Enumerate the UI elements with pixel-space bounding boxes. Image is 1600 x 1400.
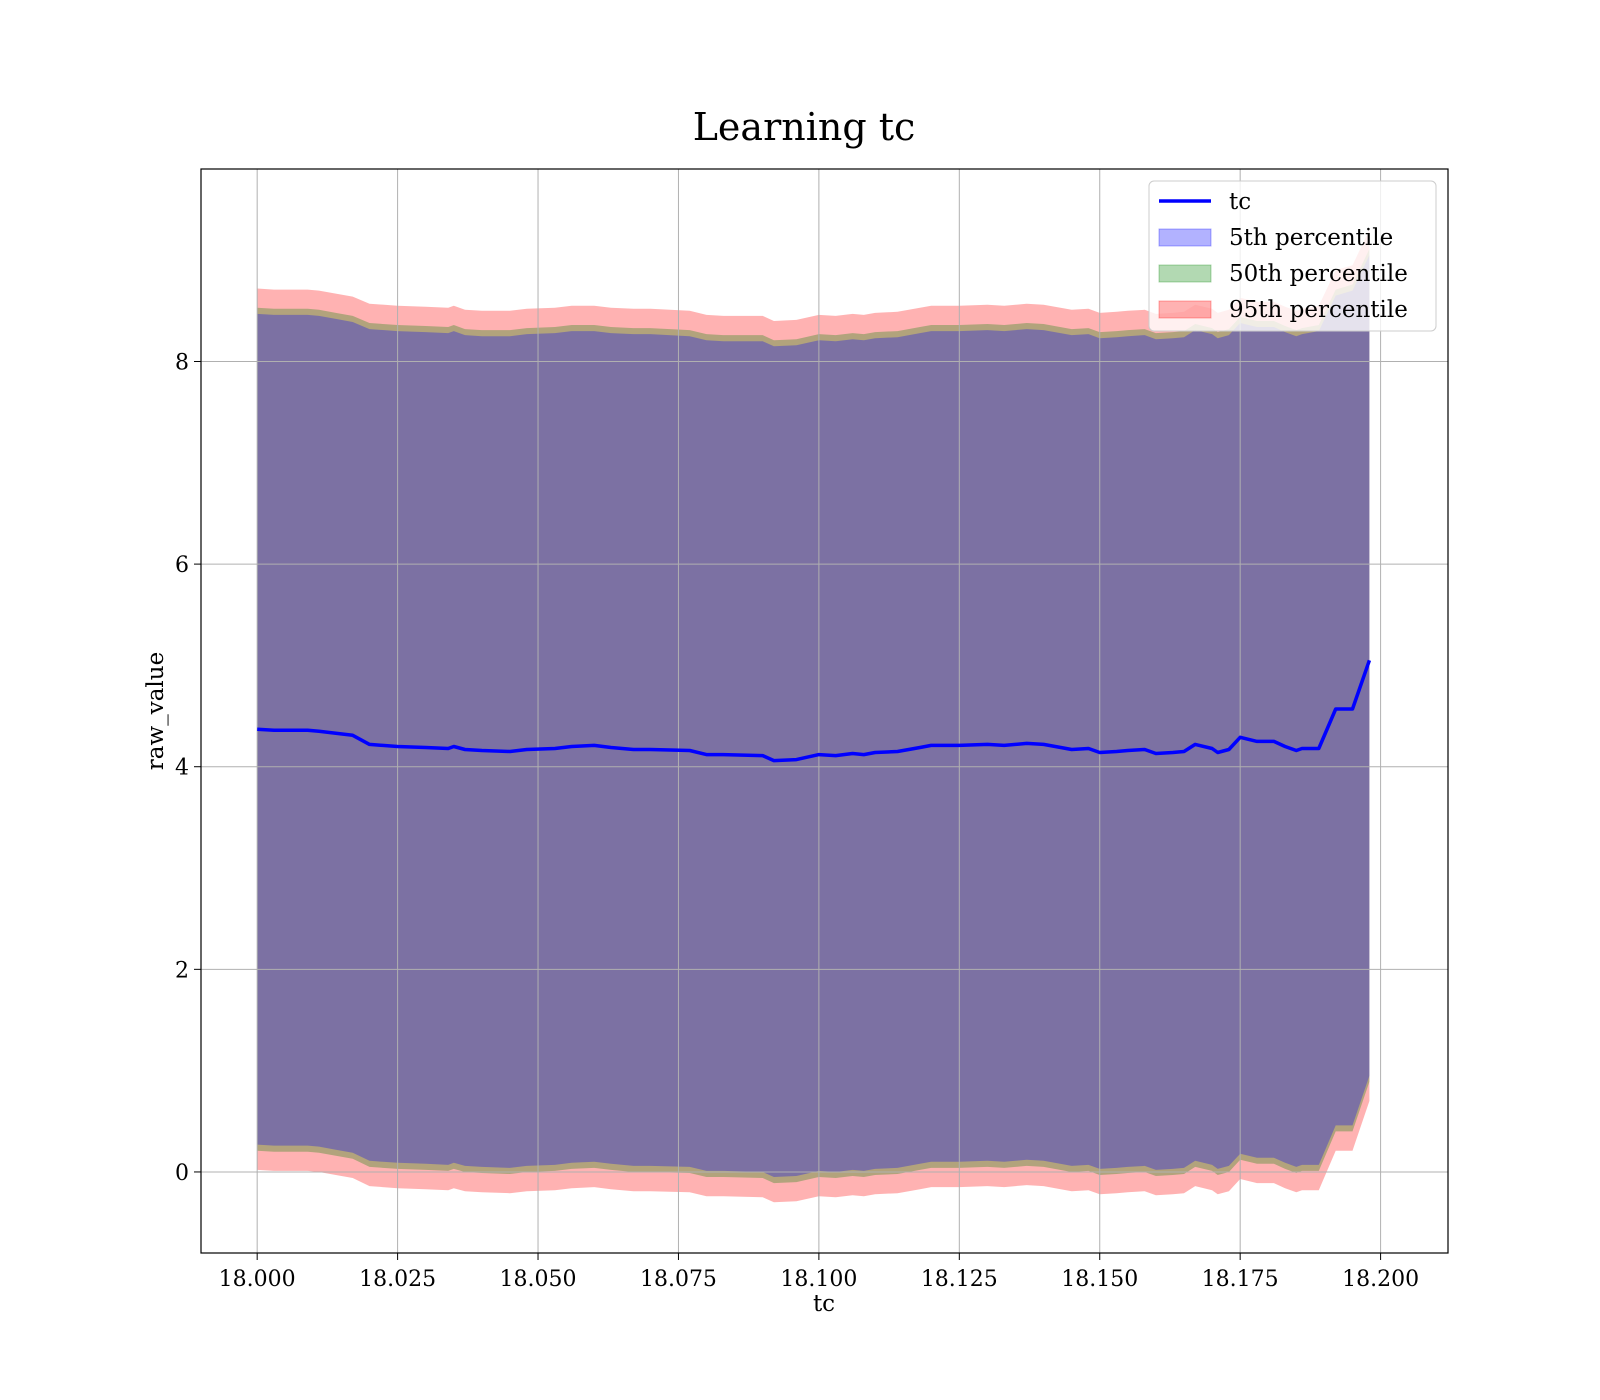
y-axis-label: raw_value: [143, 652, 169, 770]
legend-patch-swatch: [1158, 228, 1212, 247]
band-1: [257, 249, 1370, 1184]
legend-label: 95th percentile: [1229, 297, 1408, 323]
series-lines: [257, 659, 1372, 763]
legend-label: tc: [1229, 189, 1251, 215]
y-tick-label: 4: [175, 756, 189, 781]
x-tick-label: 18.150: [1061, 1267, 1138, 1292]
x-tick-label: 18.025: [359, 1267, 436, 1292]
x-tick-label: 18.125: [921, 1267, 998, 1292]
percentile-bands: [257, 229, 1370, 1203]
x-tick-label: 18.075: [640, 1267, 717, 1292]
x-tick-label: 18.175: [1202, 1267, 1279, 1292]
y-tick-label: 2: [175, 958, 189, 983]
band-0: [257, 229, 1370, 1203]
x-tick-label: 18.000: [219, 1267, 296, 1292]
series-line-0: [257, 659, 1372, 763]
chart-title: Learning tc: [693, 105, 916, 149]
y-tick-label: 6: [175, 553, 189, 578]
legend-label: 5th percentile: [1229, 225, 1393, 251]
legend-patch-swatch: [1158, 300, 1212, 319]
x-tick-label: 18.100: [780, 1267, 857, 1292]
legend: tc 5th percentile 50th percentile 95th perc…: [1148, 180, 1437, 332]
axis-ticks: 18.000 18.025 18.050 18.075 18.100 18.125 18.1…: [175, 350, 1419, 1292]
legend-label: 50th percentile: [1229, 261, 1408, 287]
legend-box: [1148, 180, 1437, 332]
x-tick-label: 18.050: [500, 1267, 577, 1292]
grid: [201, 169, 1448, 1253]
y-tick-label: 8: [175, 350, 189, 375]
legend-patch-swatch: [1158, 264, 1212, 283]
plot-frame: [200, 168, 1449, 1254]
band-2: [257, 255, 1370, 1178]
x-axis-label: tc: [813, 1291, 835, 1317]
y-tick-label: 0: [175, 1161, 189, 1186]
x-tick-label: 18.200: [1342, 1267, 1419, 1292]
